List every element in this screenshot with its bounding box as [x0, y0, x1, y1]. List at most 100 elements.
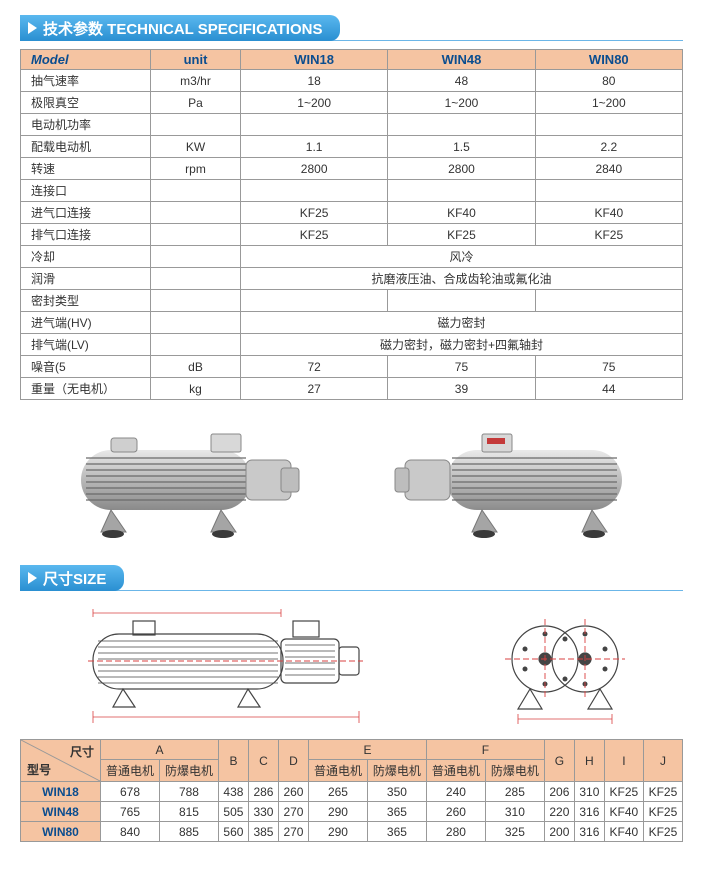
size-cell: 285 — [485, 782, 544, 802]
spec-cell: 2800 — [241, 158, 388, 180]
size-cell: 365 — [367, 802, 426, 822]
spec-row-unit: m3/hr — [151, 70, 241, 92]
size-cell: 438 — [218, 782, 248, 802]
spec-cell — [241, 290, 388, 312]
size-sh-e1: 普通电机 — [308, 760, 367, 782]
spec-cell — [388, 180, 535, 202]
spec-row-label: 抽气速率 — [21, 70, 151, 92]
spec-cell: KF25 — [241, 224, 388, 246]
size-cell: 310 — [485, 802, 544, 822]
spec-title: 技术参数 TECHNICAL SPECIFICATIONS — [43, 18, 322, 39]
spec-row-unit — [151, 180, 241, 202]
spec-row-label: 转速 — [21, 158, 151, 180]
spec-row-unit — [151, 290, 241, 312]
size-cell: KF40 — [604, 822, 643, 842]
spec-row: 噪音(5dB727575 — [21, 356, 683, 378]
size-cell: 505 — [218, 802, 248, 822]
spec-row-label: 噪音(5 — [21, 356, 151, 378]
spec-row-span: 抗磨液压油、合成齿轮油或氟化油 — [241, 268, 683, 290]
spec-cell: 72 — [241, 356, 388, 378]
size-cell: 206 — [544, 782, 574, 802]
size-cell: 330 — [248, 802, 278, 822]
drawing-front — [490, 599, 640, 729]
spec-cell: 1~200 — [388, 92, 535, 114]
size-cell: 200 — [544, 822, 574, 842]
spec-table: Model unit WIN18 WIN48 WIN80 抽气速率m3/hr18… — [20, 49, 683, 400]
spec-cell: 75 — [388, 356, 535, 378]
size-cell: KF40 — [604, 802, 643, 822]
spec-row-unit — [151, 334, 241, 356]
spec-row: 配载电动机KW1.11.52.2 — [21, 136, 683, 158]
diag-top: 尺寸 — [70, 743, 94, 760]
size-row: WIN48765815505330270290365260310220316KF… — [21, 802, 683, 822]
size-cell: 765 — [101, 802, 160, 822]
size-cell: 260 — [426, 802, 485, 822]
spec-cell: KF25 — [241, 202, 388, 224]
spec-row-unit: rpm — [151, 158, 241, 180]
size-cell: 290 — [308, 802, 367, 822]
size-cell: 265 — [308, 782, 367, 802]
spec-cell: 1~200 — [535, 92, 682, 114]
size-cell: KF25 — [643, 782, 682, 802]
spec-row-label: 重量（无电机） — [21, 378, 151, 400]
size-sh-e2: 防爆电机 — [367, 760, 426, 782]
size-cell: 325 — [485, 822, 544, 842]
size-cell: KF25 — [604, 782, 643, 802]
size-h-d: D — [278, 740, 308, 782]
spec-cell — [388, 290, 535, 312]
size-cell: 316 — [574, 822, 604, 842]
size-h-g: G — [544, 740, 574, 782]
size-cell: 385 — [248, 822, 278, 842]
spec-row: 电动机功率 — [21, 114, 683, 136]
spec-cell: KF25 — [388, 224, 535, 246]
size-row: WIN80840885560385270290365280325200316KF… — [21, 822, 683, 842]
spec-row-unit — [151, 114, 241, 136]
spec-cell: 75 — [535, 356, 682, 378]
size-model-cell: WIN18 — [21, 782, 101, 802]
size-model-cell: WIN48 — [21, 802, 101, 822]
spec-head-unit: unit — [151, 50, 241, 70]
size-cell: 365 — [367, 822, 426, 842]
size-diag-cell: 尺寸 型号 — [21, 740, 101, 782]
spec-row-label: 密封类型 — [21, 290, 151, 312]
spec-row-label: 配载电动机 — [21, 136, 151, 158]
spec-row-span: 磁力密封 — [241, 312, 683, 334]
spec-row-unit: kg — [151, 378, 241, 400]
size-sh-f2: 防爆电机 — [485, 760, 544, 782]
size-section-header: 尺寸SIZE — [20, 565, 683, 591]
size-sh-f1: 普通电机 — [426, 760, 485, 782]
spec-row-label: 连接口 — [21, 180, 151, 202]
spec-row-label: 润滑 — [21, 268, 151, 290]
spec-row: 连接口 — [21, 180, 683, 202]
size-cell: KF25 — [643, 822, 682, 842]
size-sh-a2: 防爆电机 — [159, 760, 218, 782]
spec-head-win18: WIN18 — [241, 50, 388, 70]
diag-bottom: 型号 — [27, 761, 51, 778]
spec-row-unit — [151, 246, 241, 268]
spec-cell — [241, 180, 388, 202]
spec-row-label: 冷却 — [21, 246, 151, 268]
product-photos — [20, 410, 683, 550]
spec-head-win48: WIN48 — [388, 50, 535, 70]
size-cell: 678 — [101, 782, 160, 802]
spec-cell: 44 — [535, 378, 682, 400]
spec-row-label: 排气端(LV) — [21, 334, 151, 356]
size-cell: 815 — [159, 802, 218, 822]
spec-cell: KF40 — [388, 202, 535, 224]
pump-photo-left — [56, 410, 316, 550]
spec-cell — [535, 290, 682, 312]
spec-cell: 48 — [388, 70, 535, 92]
spec-row: 排气端(LV)磁力密封，磁力密封+四氟轴封 — [21, 334, 683, 356]
size-cell: 788 — [159, 782, 218, 802]
spec-cell: KF40 — [535, 202, 682, 224]
spec-row: 进气口连接KF25KF40KF40 — [21, 202, 683, 224]
spec-cell — [535, 114, 682, 136]
size-h-i: I — [604, 740, 643, 782]
drawing-side — [63, 599, 403, 729]
spec-cell: KF25 — [535, 224, 682, 246]
size-cell: 286 — [248, 782, 278, 802]
spec-row: 冷却风冷 — [21, 246, 683, 268]
size-cell: KF25 — [643, 802, 682, 822]
size-cell: 270 — [278, 822, 308, 842]
spec-cell: 2840 — [535, 158, 682, 180]
